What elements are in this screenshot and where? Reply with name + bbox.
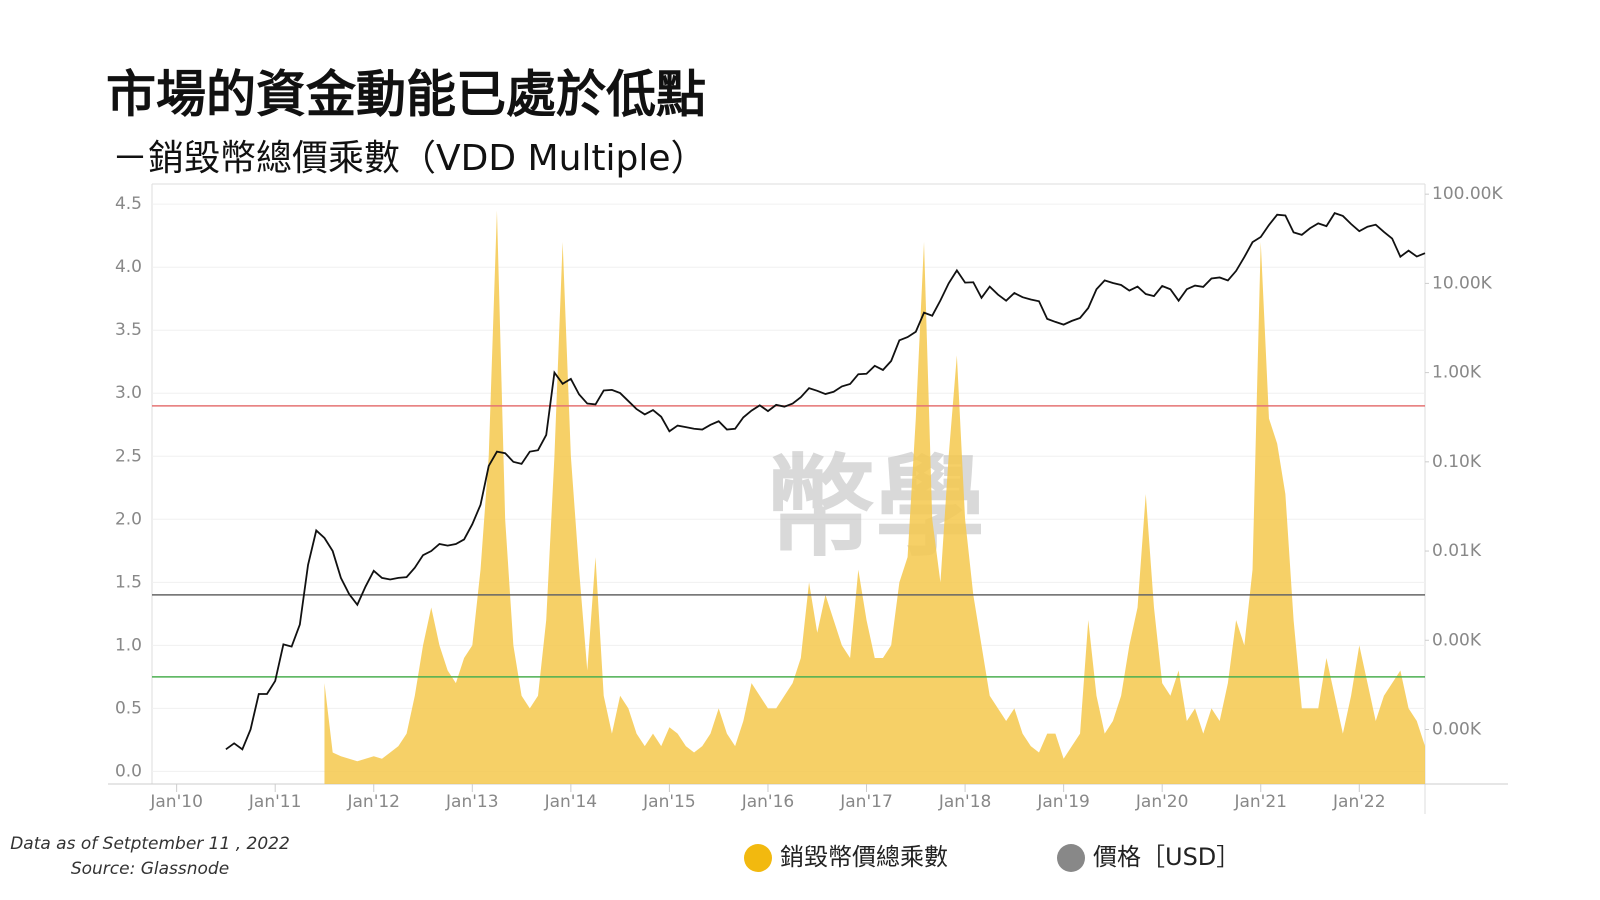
- y2-tick-label: 100.00K: [1432, 184, 1503, 204]
- legend-marker: [1057, 844, 1085, 872]
- y-tick-label: 2.5: [115, 446, 142, 466]
- x-tick-label: Jan'12: [346, 792, 400, 812]
- area: [324, 210, 1426, 784]
- x-tick-label: Jan'22: [1332, 792, 1386, 812]
- y2-tick-label: 10.00K: [1432, 273, 1493, 293]
- line: [225, 212, 1426, 751]
- y2-tick-label: 1.00K: [1432, 363, 1482, 383]
- x-tick-label: Jan'11: [248, 792, 302, 812]
- legend-label: 銷毀幣價總乘數: [780, 843, 948, 871]
- x-tick-label: Jan'14: [544, 792, 598, 812]
- x-tick-label: Jan'17: [839, 792, 893, 812]
- x-tick-label: Jan'19: [1036, 792, 1090, 812]
- y-tick-label: 1.0: [115, 635, 142, 655]
- chart-subtitle: －銷毀幣總價乘數（VDD Multiple）: [112, 138, 707, 179]
- y-tick-label: 3.5: [115, 320, 142, 340]
- x-tick-label: Jan'16: [741, 792, 795, 812]
- x-tick-label: Jan'10: [149, 792, 203, 812]
- y-tick-label: 1.5: [115, 572, 142, 592]
- legend-marker: [744, 844, 772, 872]
- y-tick-label: 0.5: [115, 698, 142, 718]
- footnote: Source: Glassnode: [71, 859, 229, 879]
- y2-tick-label: 0.10K: [1432, 452, 1482, 472]
- legend-label: 價格［USD］: [1093, 843, 1240, 871]
- x-tick-label: Jan'13: [445, 792, 499, 812]
- y2-tick-label: 0.01K: [1432, 541, 1482, 561]
- y-tick-label: 4.0: [115, 257, 142, 277]
- footnote: Data as of Setptember 11 , 2022: [10, 834, 290, 854]
- x-tick-label: Jan'18: [938, 792, 992, 812]
- x-tick-label: Jan'21: [1233, 792, 1287, 812]
- x-tick-label: Jan'15: [642, 792, 696, 812]
- chart-title: 市場的資金動能已處於低點: [106, 66, 706, 124]
- x-tick-label: Jan'20: [1135, 792, 1189, 812]
- y-tick-label: 3.0: [115, 383, 142, 403]
- y2-tick-label: 0.00K: [1432, 630, 1482, 650]
- y-tick-label: 4.5: [115, 194, 142, 214]
- y-tick-label: 0.0: [115, 761, 142, 781]
- y-tick-label: 2.0: [115, 509, 142, 529]
- y2-tick-label: 0.00K: [1432, 720, 1482, 740]
